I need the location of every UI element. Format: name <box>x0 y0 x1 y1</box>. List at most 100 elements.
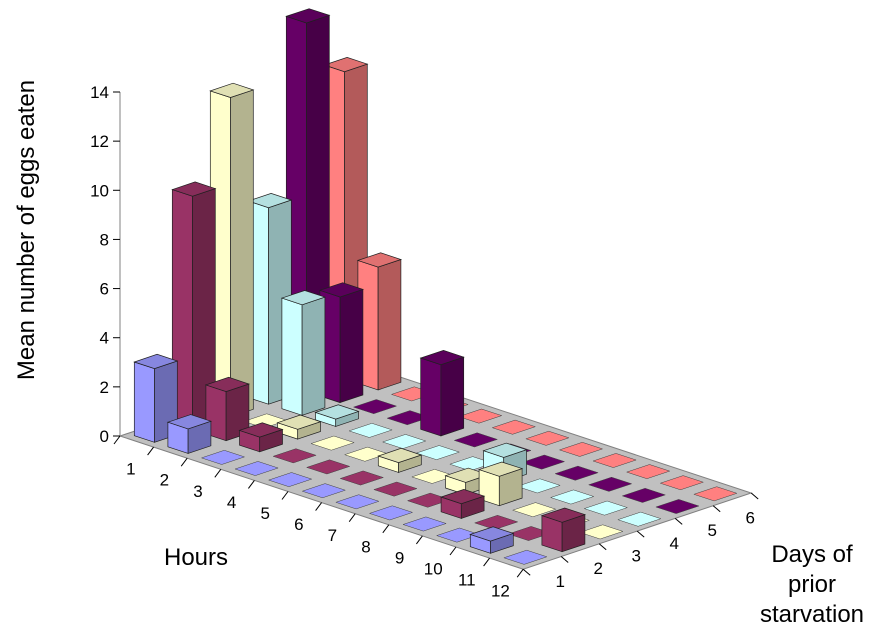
x-tick-mark <box>281 491 289 500</box>
bar <box>511 502 557 518</box>
bar-top-face <box>477 461 524 477</box>
bar <box>617 511 662 527</box>
z-axis-title-line-2: prior <box>788 571 836 598</box>
bar-top-face <box>419 350 465 366</box>
bar-top-face <box>276 414 322 430</box>
bar <box>204 376 251 442</box>
bar-side-face <box>440 356 465 437</box>
bar-side-face <box>377 259 402 391</box>
x-tick-label: 4 <box>227 493 236 512</box>
bar-top-face <box>133 353 179 369</box>
x-tick-mark <box>247 480 255 489</box>
z-axis-title-line-1: Days of <box>771 541 853 568</box>
bar <box>166 414 213 454</box>
bar-top-face <box>377 447 423 463</box>
bar-footprint <box>579 524 624 540</box>
x-tick-mark <box>415 535 423 545</box>
x-tick-mark <box>147 446 155 456</box>
bar <box>377 447 423 473</box>
bar <box>579 524 624 540</box>
z-tick-mark <box>522 568 531 576</box>
x-tick-label: 12 <box>491 582 510 601</box>
bar <box>469 526 515 554</box>
bar <box>503 549 548 565</box>
bar <box>238 422 284 453</box>
bar-top-face <box>318 282 365 298</box>
bar-footprint <box>655 499 700 514</box>
x-tick-label: 5 <box>260 504 269 523</box>
bar-footprint <box>457 408 503 424</box>
x-tick-mark <box>348 513 356 523</box>
x-tick-label: 11 <box>458 571 476 590</box>
bar <box>655 499 700 514</box>
bar <box>477 461 524 507</box>
bar <box>310 435 355 451</box>
z-axis-title-line-3: starvation <box>760 601 864 628</box>
bar <box>659 475 705 491</box>
z-tick-mark <box>750 492 759 500</box>
bar-footprint <box>617 511 662 527</box>
bar <box>587 476 633 492</box>
bar-footprint <box>402 516 447 532</box>
bar-footprint <box>415 445 461 460</box>
bar-top-face <box>356 252 403 268</box>
bar-top-face <box>469 526 515 542</box>
bar <box>301 483 347 499</box>
bar <box>625 464 671 479</box>
bar-top-face <box>204 376 251 392</box>
x-tick-label: 1 <box>126 460 135 479</box>
bar-footprint <box>310 435 355 451</box>
bar-footprint <box>554 465 599 481</box>
bar <box>453 432 499 448</box>
bar <box>583 500 629 516</box>
x-tick-label: 6 <box>294 515 303 534</box>
bar <box>592 453 637 468</box>
z-tick-label: 6 <box>745 508 754 527</box>
bar-footprint <box>511 502 557 518</box>
bar <box>419 350 465 437</box>
bar <box>314 404 360 427</box>
bar <box>491 419 537 435</box>
bar-footprint <box>558 442 604 457</box>
y-tick-label: 8 <box>100 230 109 249</box>
bar-front-face <box>281 297 303 416</box>
z-tick-mark <box>560 556 569 563</box>
bar <box>356 252 403 391</box>
bar-top-face <box>209 82 255 98</box>
bar-footprint <box>503 549 548 565</box>
y-tick-label: 10 <box>90 181 109 200</box>
x-tick-mark <box>315 502 323 511</box>
z-tick-mark <box>712 505 721 513</box>
bar-footprint <box>453 432 499 448</box>
bar-footprint <box>516 478 561 494</box>
bar-top-face <box>482 442 528 458</box>
z-tick-label: 1 <box>555 572 564 591</box>
bar <box>348 423 393 438</box>
x-tick-mark <box>113 435 121 445</box>
y-tick-label: 6 <box>100 280 109 299</box>
x-tick-mark <box>214 468 222 478</box>
bar-footprint <box>305 459 351 475</box>
bar-footprint <box>549 489 595 505</box>
bar-footprint <box>693 486 738 502</box>
bar <box>305 459 351 475</box>
x-tick-label: 7 <box>328 526 337 545</box>
bar <box>549 489 595 505</box>
z-tick-label: 4 <box>669 534 678 553</box>
bar <box>439 489 486 519</box>
bar-footprint <box>234 461 279 476</box>
x-tick-mark <box>382 524 390 534</box>
z-tick-mark <box>636 530 645 538</box>
bar <box>272 448 317 464</box>
bar <box>209 82 255 418</box>
x-tick-mark <box>483 557 491 567</box>
bar-top-face <box>171 181 217 197</box>
bar-footprint <box>348 423 393 438</box>
bar-top-face <box>540 507 587 523</box>
bar <box>693 486 738 502</box>
bar <box>554 465 599 481</box>
bar-side-face <box>339 288 364 404</box>
bar-top-face <box>238 422 284 438</box>
bar-top-face <box>323 57 369 73</box>
bar-footprint <box>587 476 633 492</box>
